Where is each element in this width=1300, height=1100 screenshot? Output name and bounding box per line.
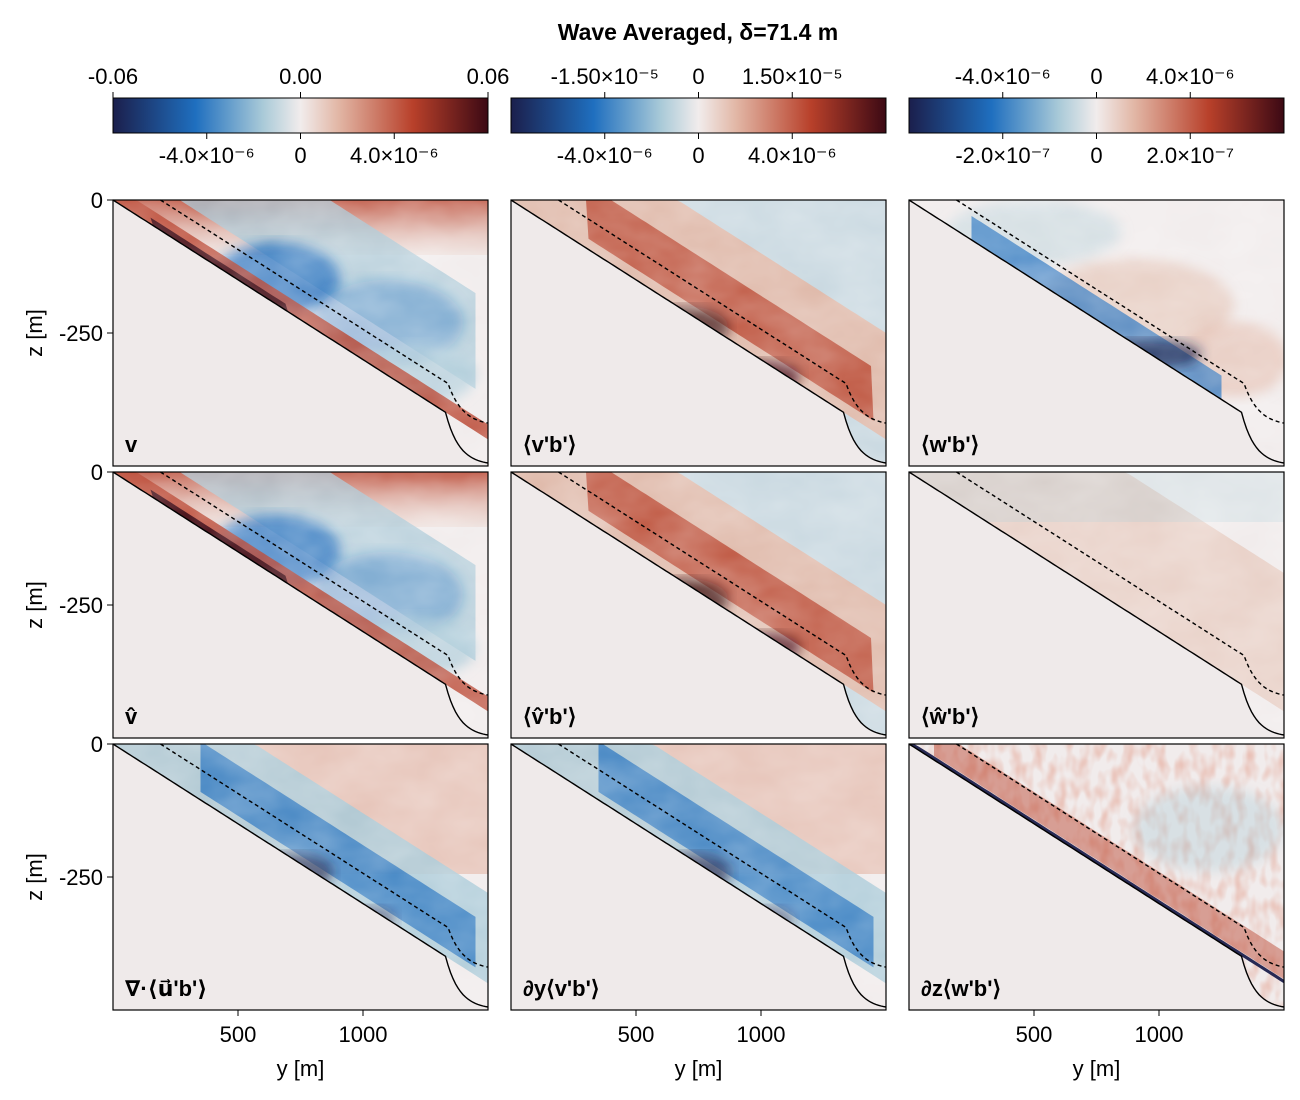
panel-r1-c2: ⟨v'b'⟩ xyxy=(510,199,887,467)
colorbar-3: -4.0×10⁻⁶ 0 4.0×10⁻⁶ -2.0×10⁻⁷ 0 2.0×10⁻⁷ xyxy=(908,64,1285,168)
colorbar-2-bar xyxy=(510,97,887,134)
delta-offset-line xyxy=(956,199,1285,424)
delta-offset-line xyxy=(956,471,1285,696)
panel-label: ∂z⟨w'b'⟩ xyxy=(921,976,1001,1001)
colorbar-bottom-tick-label: 4.0×10⁻⁶ xyxy=(350,143,439,168)
y-axis-label: z [m] xyxy=(22,581,47,629)
panel-frame xyxy=(510,199,887,467)
x-axis-label: y [m] xyxy=(1073,1056,1121,1081)
panel-frame xyxy=(908,743,1285,1011)
colorbar-bottom-tick-label: -4.0×10⁻⁶ xyxy=(557,143,653,168)
x-tick-label: 500 xyxy=(220,1022,257,1047)
panel-r3-c2: ∂y⟨v'b'⟩ 500 1000 y [m] xyxy=(510,743,887,1081)
y-tick-label: -250 xyxy=(59,865,103,890)
panel-label: ∇·⟨u⃗'b'⟩ xyxy=(125,976,207,1001)
colorbar-bottom-tick-label: 4.0×10⁻⁶ xyxy=(748,143,837,168)
panel-r3-c1: ∇·⟨u⃗'b'⟩ 0 -250 z [m] 500 1000 y [m] xyxy=(22,732,489,1081)
delta-offset-line xyxy=(160,743,489,968)
x-tick-label: 1000 xyxy=(737,1022,786,1047)
y-tick-label: -250 xyxy=(59,321,103,346)
colorbar-top-tick-label: 0 xyxy=(692,64,704,89)
x-tick-label: 1000 xyxy=(1135,1022,1184,1047)
panel-label: ⟨v'b'⟩ xyxy=(523,432,576,457)
colorbar-bottom-tick-label: 0 xyxy=(692,143,704,168)
y-tick-label: -250 xyxy=(59,593,103,618)
bottom-line xyxy=(510,471,887,736)
x-axis-label: y [m] xyxy=(277,1056,325,1081)
colorbar-top-tick-label: 1.50×10⁻⁵ xyxy=(742,64,843,89)
panel-frame xyxy=(908,199,1285,467)
panel-r1-c1: v 0 -250 z [m] xyxy=(22,188,489,467)
colorbar-2: -1.50×10⁻⁵ 0 1.50×10⁻⁵ -4.0×10⁻⁶ 0 4.0×10⁻⁶ xyxy=(510,64,887,168)
panel-label: ⟨ŵ'b'⟩ xyxy=(921,704,979,729)
colorbar-top-tick-label: 4.0×10⁻⁶ xyxy=(1146,64,1235,89)
panel-r2-c1: v̂ 0 -250 z [m] xyxy=(22,460,489,739)
colorbar-bottom-tick-label: -2.0×10⁻⁷ xyxy=(955,143,1050,168)
panel-frame xyxy=(908,471,1285,739)
panel-label: ⟨v̂'b'⟩ xyxy=(523,704,576,729)
bottom-line xyxy=(908,471,1285,736)
delta-offset-line xyxy=(956,743,1285,968)
red-streak-band xyxy=(934,744,1284,980)
panel-frame xyxy=(510,743,887,1011)
y-tick-label: 0 xyxy=(91,188,103,213)
colorbar-bottom-tick-label: 0 xyxy=(1090,143,1102,168)
bottom-line xyxy=(112,743,489,1008)
bottom-line xyxy=(112,471,489,736)
colorbar-top-tick-label: -1.50×10⁻⁵ xyxy=(551,64,659,89)
panel-label: v xyxy=(125,432,138,457)
colorbar-top-tick-label: 0.00 xyxy=(279,64,322,89)
colorbar-top-tick-label: -0.06 xyxy=(88,64,138,89)
colorbar-1-bar xyxy=(112,97,489,134)
colorbar-3-bar xyxy=(908,97,1285,134)
colorbar-1: -0.06 0.00 0.06 -4.0×10⁻⁶ 0 4.0×10⁻⁶ xyxy=(88,64,509,168)
panel-r3-c3: ∂z⟨w'b'⟩ 500 1000 y [m] xyxy=(908,743,1285,1081)
panel-frame xyxy=(510,471,887,739)
colorbar-top-tick-label: -4.0×10⁻⁶ xyxy=(955,64,1051,89)
panel-label: ⟨w'b'⟩ xyxy=(921,432,979,457)
colorbar-top-tick-label: 0 xyxy=(1090,64,1102,89)
chart-title: Wave Averaged, δ=71.4 m xyxy=(558,19,839,45)
colorbar-bottom-tick-label: 0 xyxy=(294,143,306,168)
delta-offset-line xyxy=(160,471,489,696)
x-axis-label: y [m] xyxy=(675,1056,723,1081)
panel-label: v̂ xyxy=(125,704,138,729)
bottom-line xyxy=(510,199,887,464)
x-tick-label: 500 xyxy=(618,1022,655,1047)
panel-r2-c3: ⟨ŵ'b'⟩ xyxy=(908,471,1285,739)
delta-offset-line xyxy=(558,199,887,424)
blue-patch xyxy=(1134,786,1284,872)
x-tick-label: 500 xyxy=(1016,1022,1053,1047)
bottom-line xyxy=(908,199,1285,464)
y-tick-label: 0 xyxy=(91,460,103,485)
delta-offset-line xyxy=(558,471,887,696)
bottom-line xyxy=(908,743,1285,1008)
panel-r1-c3: ⟨w'b'⟩ xyxy=(908,199,1285,467)
y-tick-label: 0 xyxy=(91,732,103,757)
bottom-line xyxy=(510,743,887,1008)
panel-label: ∂y⟨v'b'⟩ xyxy=(523,976,599,1001)
colorbar-bottom-tick-label: 2.0×10⁻⁷ xyxy=(1147,143,1235,168)
bottom-line xyxy=(112,199,489,464)
delta-offset-line xyxy=(160,199,489,424)
delta-offset-line xyxy=(558,743,887,968)
x-tick-label: 1000 xyxy=(339,1022,388,1047)
y-axis-label: z [m] xyxy=(22,309,47,357)
colorbar-bottom-tick-label: -4.0×10⁻⁶ xyxy=(159,143,255,168)
colorbar-top-tick-label: 0.06 xyxy=(467,64,510,89)
panel-r2-c2: ⟨v̂'b'⟩ xyxy=(510,471,887,739)
y-axis-label: z [m] xyxy=(22,853,47,901)
